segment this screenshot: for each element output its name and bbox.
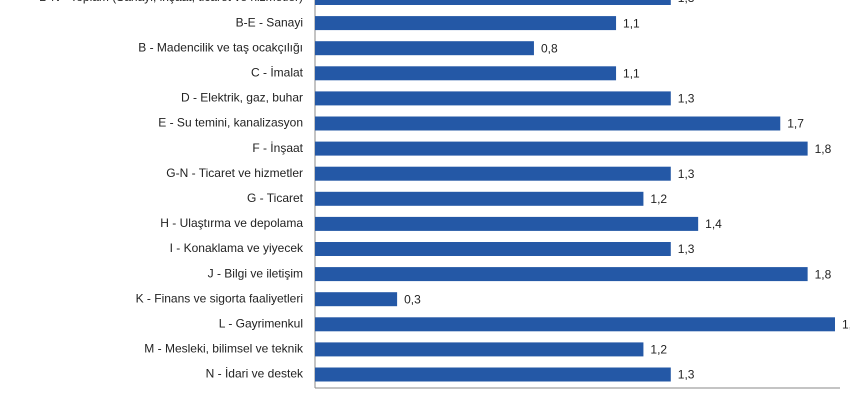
value-label: 1,3 [678, 0, 695, 5]
category-label: L - Gayrimenkul [219, 316, 303, 330]
bar [315, 367, 671, 382]
value-label: 1,1 [623, 16, 640, 30]
value-label: 1,3 [678, 368, 695, 382]
category-label: B-E - Sanayi [236, 15, 303, 29]
value-label: 1,1 [623, 66, 640, 80]
bar [315, 317, 835, 332]
bar [315, 66, 617, 81]
bar [315, 41, 534, 56]
bar [315, 16, 617, 31]
value-label: 1,2 [650, 343, 667, 357]
value-label: 1,9 [842, 317, 850, 331]
category-label: B - Madencilik ve taş ocakçılığı [138, 40, 303, 54]
value-label: 1,3 [678, 242, 695, 256]
category-label: M - Mesleki, bilimsel ve teknik [144, 342, 304, 356]
category-label: D - Elektrik, gaz, buhar [181, 91, 303, 105]
value-label: 0,8 [541, 41, 558, 55]
category-label: G - Ticaret [247, 191, 304, 205]
bar [315, 116, 781, 131]
category-label: F - İnşaat [252, 141, 303, 155]
category-label: C - İmalat [251, 65, 304, 79]
bar [315, 91, 671, 106]
value-label: 1,3 [678, 167, 695, 181]
value-label: 1,2 [650, 192, 667, 206]
value-label: 0,3 [404, 292, 421, 306]
category-label: H - Ulaştırma ve depolama [160, 216, 303, 230]
bar [315, 166, 671, 181]
bar [315, 267, 808, 282]
value-label: 1,7 [787, 117, 804, 131]
category-label: E - Su temini, kanalizasyon [158, 116, 303, 130]
category-label: N - İdari ve destek [206, 367, 304, 381]
category-label: J - Bilgi ve iletişim [208, 266, 303, 280]
category-label: K - Finans ve sigorta faaliyetleri [136, 291, 303, 305]
category-label: G-N - Ticaret ve hizmetler [166, 166, 303, 180]
value-label: 1,8 [815, 142, 832, 156]
value-label: 1,3 [678, 92, 695, 106]
bar [315, 191, 644, 206]
category-label: B-N - Toplam (Sanayi, inşaat, ticaret ve… [39, 0, 303, 4]
value-label: 1,4 [705, 217, 722, 231]
value-label: 1,8 [815, 267, 832, 281]
bar [315, 216, 699, 231]
bar [315, 242, 671, 256]
bar [315, 141, 808, 156]
category-label: I - Konaklama ve yiyecek [170, 241, 304, 255]
bar [315, 0, 671, 5]
bar [315, 342, 644, 357]
bar [315, 292, 398, 307]
